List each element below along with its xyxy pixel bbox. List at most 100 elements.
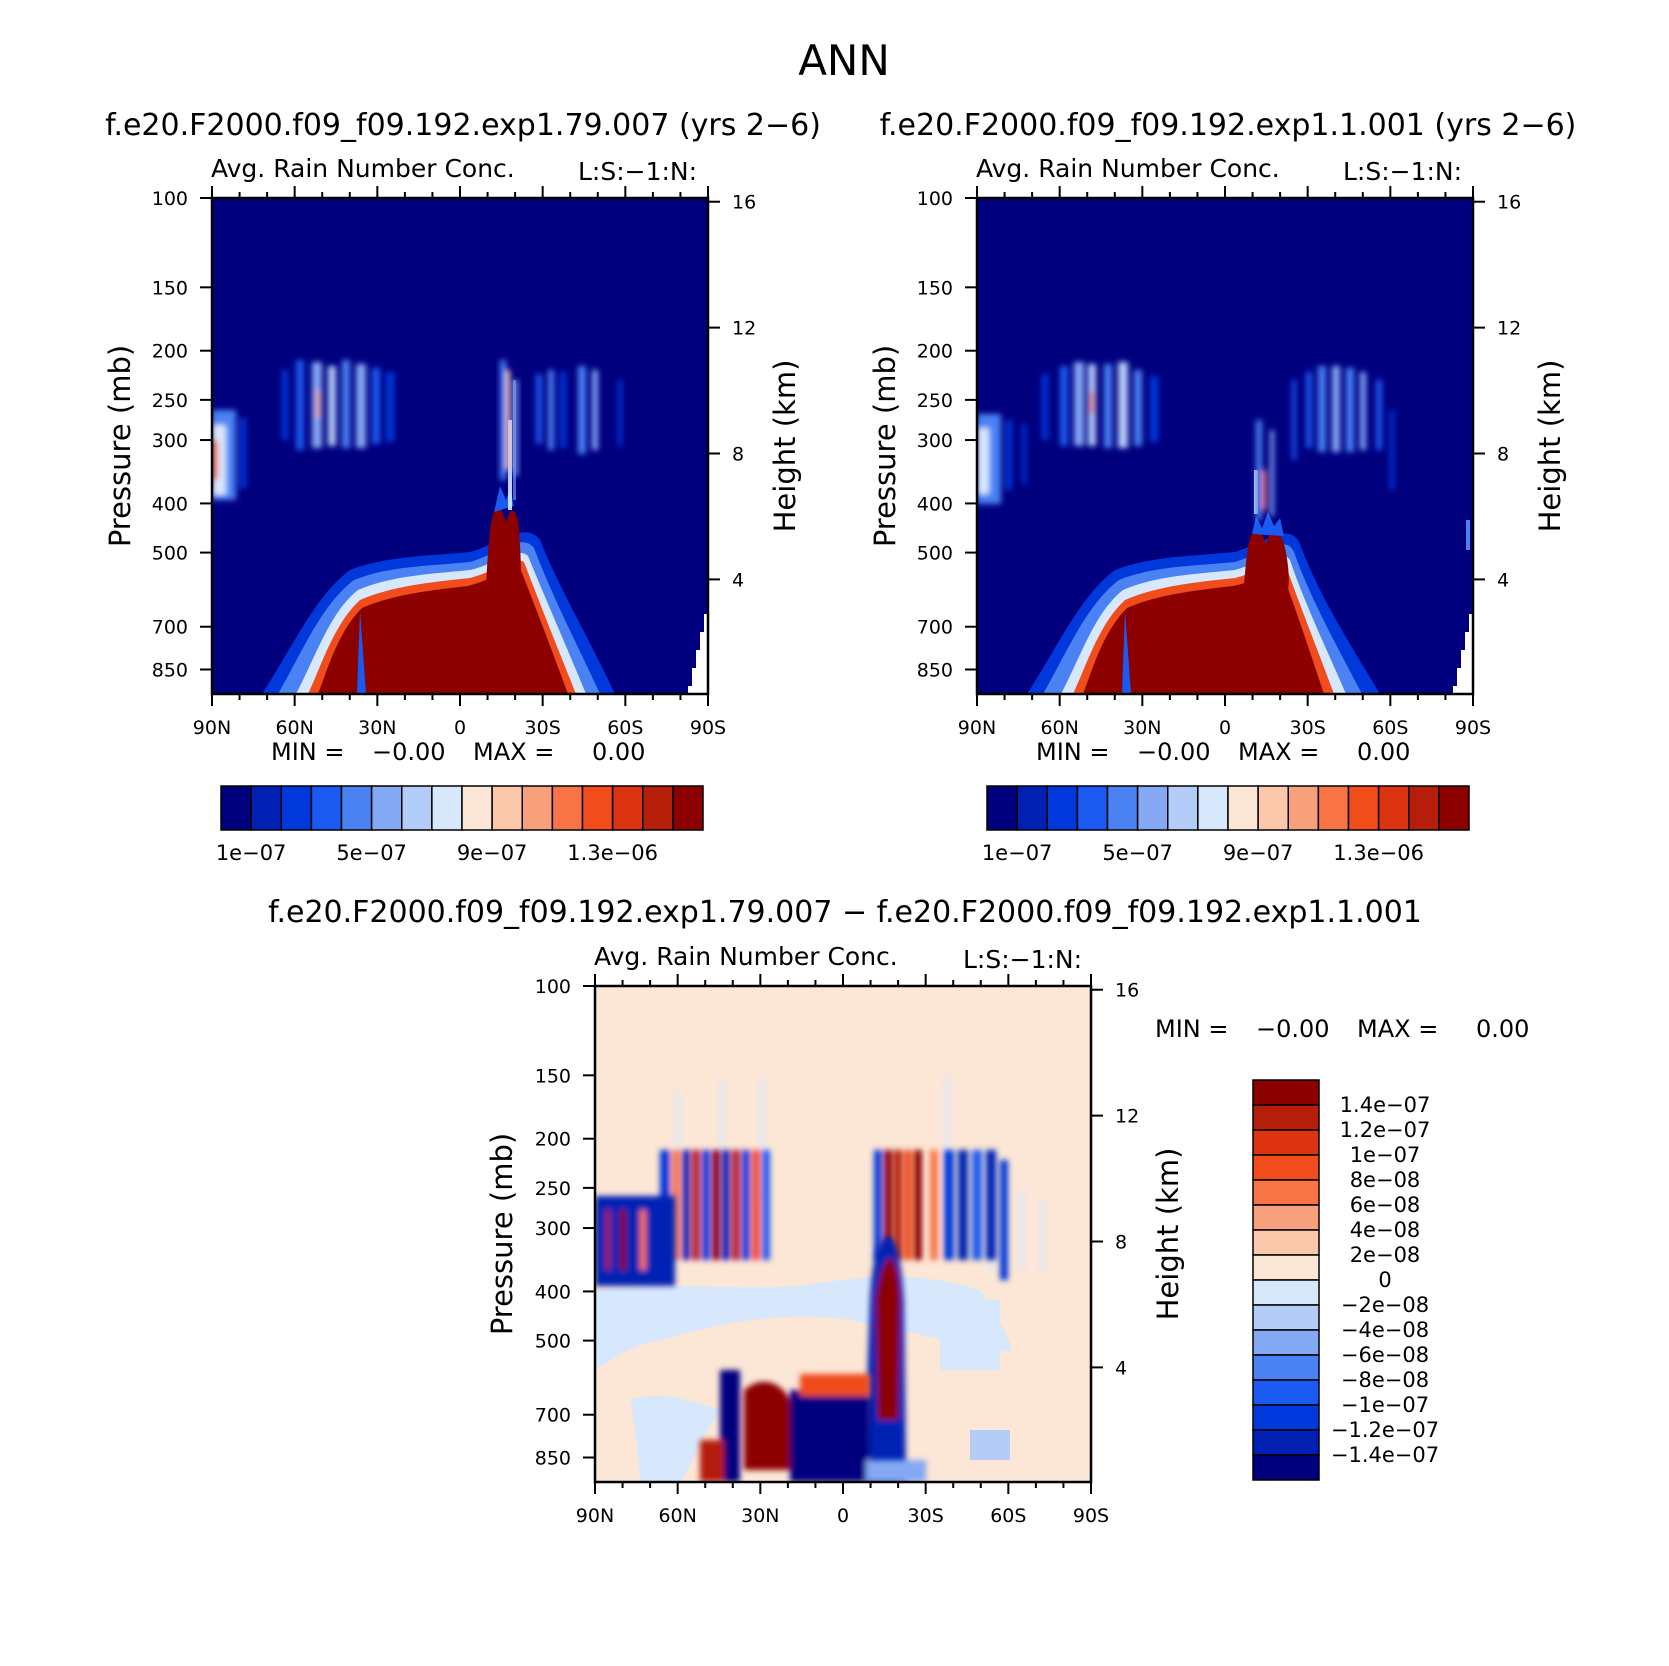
panel-a-min-value: −0.00 [372, 738, 446, 766]
panel-a-xtick-label: 60S [607, 717, 643, 739]
panel-a-ptick-label: 500 [152, 543, 188, 565]
panel-b-colorbar-swatch [1438, 785, 1470, 831]
panel-a-ptick-label: 200 [152, 341, 188, 363]
diff-colorbar-swatch [1252, 1129, 1320, 1156]
panel-b-ptick-label: 100 [917, 188, 953, 210]
panel-a-max-value: 0.00 [592, 738, 645, 766]
diff-ptick-label: 150 [535, 1065, 571, 1087]
diff-colorbar-swatch [1252, 1404, 1320, 1431]
diff-sh-dipoles [874, 1150, 1008, 1280]
panel-a-missing-data [688, 614, 708, 694]
diff-neg-band-lower [630, 1395, 720, 1482]
panel-a-ptick-label: 300 [152, 430, 188, 452]
panel-a-xtick-label: 90S [690, 717, 726, 739]
panel-a-ptick-label: 850 [152, 659, 188, 681]
panel-a-min-label: MIN = [271, 738, 344, 766]
panel-model-a: f.e20.F2000.f09_f09.192.exp1.79.007 (yrs… [103, 108, 821, 865]
panel-a-ptick-label: 150 [152, 277, 188, 299]
panel-b-ptick-label: 700 [917, 617, 953, 639]
diff-tropical-positive [864, 1236, 906, 1482]
panel-a-colorbar-label: 5e−07 [336, 841, 407, 865]
panel-a-colorbar-swatch [250, 785, 282, 831]
diff-colorbar-swatch [1252, 1379, 1320, 1406]
panel-a-tropical-tower [500, 360, 518, 480]
panel-b-colorbar-swatch [1347, 785, 1380, 831]
panel-b-var-title: Avg. Rain Number Conc. [976, 154, 1280, 183]
diff-htick-label: 12 [1115, 1106, 1139, 1128]
diff-xtick-label: 30N [741, 1505, 779, 1527]
diff-colorbar-label: −4e−08 [1341, 1318, 1429, 1342]
diff-ptick-label: 100 [535, 976, 571, 998]
panel-a-colorbar-label: 1e−07 [216, 841, 287, 865]
diff-colorbar-swatch [1252, 1279, 1320, 1306]
panel-a-ptick-label: 100 [152, 188, 188, 210]
diff-xtick-label: 0 [837, 1505, 849, 1527]
diff-colorbar-label: −1.2e−07 [1331, 1418, 1439, 1442]
panel-a-colorbar-label: 9e−07 [457, 841, 528, 865]
diff-colorbar-swatch [1252, 1229, 1320, 1256]
diff-colorbar-label: 1.2e−07 [1340, 1118, 1431, 1142]
panel-a-htick-label: 16 [732, 192, 756, 214]
panel-b-colorbar-swatch [1046, 785, 1079, 831]
diff-max-label: MAX = [1357, 1015, 1438, 1043]
diff-np-negative [595, 1196, 675, 1286]
diff-low-level [700, 1370, 926, 1482]
diff-colorbar-label: −1e−07 [1341, 1393, 1429, 1417]
diff-colorbar-label: 2e−08 [1350, 1243, 1421, 1267]
panel-b-field [977, 198, 1473, 694]
panel-b-colorbar-swatch [1016, 785, 1048, 831]
diff-ptick-label: 250 [535, 1178, 571, 1200]
panel-b-tag: L:S:−1:N: [1343, 157, 1462, 186]
diff-colorbar-label: −2e−08 [1341, 1293, 1429, 1317]
panel-a-ptick-label: 700 [152, 617, 188, 639]
panel-b-htick-label: 4 [1497, 569, 1509, 591]
diff-colorbar-swatch [1252, 1254, 1320, 1281]
diff-ptick-label: 200 [535, 1129, 571, 1151]
panel-b-missing-data [1453, 614, 1473, 694]
panel-b-xtick-label: 30N [1123, 717, 1161, 739]
diff-colorbar-label: −6e−08 [1341, 1343, 1429, 1367]
panel-b-colorbar-label: 5e−07 [1102, 841, 1173, 865]
panel-a-colorbar-swatch [401, 785, 433, 831]
panel-a-rain-body [262, 380, 615, 694]
diff-colorbar-swatch [1252, 1329, 1320, 1356]
panel-b-xtick-label: 90N [958, 717, 996, 739]
diff-ptick-label: 500 [535, 1331, 571, 1353]
panel-b-htick-label: 12 [1497, 318, 1521, 340]
diff-htick-label: 8 [1115, 1232, 1127, 1254]
panel-b-max-label: MAX = [1238, 738, 1319, 766]
panel-a-var-title: Avg. Rain Number Conc. [211, 154, 515, 183]
diff-min-value: −0.00 [1256, 1015, 1330, 1043]
panel-b-ptick-label: 300 [917, 430, 953, 452]
panel-b-colorbar: 1e−07 5e−07 9e−07 1.3e−06 [982, 785, 1470, 865]
panel-b-colorbar-label: 1e−07 [982, 841, 1053, 865]
panel-b-xtick-label: 0 [1219, 717, 1231, 739]
panel-a-htick-label: 12 [732, 318, 756, 340]
panel-b-ptick-label: 200 [917, 341, 953, 363]
diff-htick-label: 16 [1115, 980, 1139, 1002]
panel-a-colorbar-swatch [340, 785, 373, 831]
panel-a-sh-streaks [536, 366, 622, 454]
diff-min-label: MIN = [1155, 1015, 1228, 1043]
panel-b-ptick-label: 400 [917, 493, 953, 515]
diff-colorbar-label: 4e−08 [1350, 1218, 1421, 1242]
panel-a-ptick-label: 400 [152, 493, 188, 515]
panel-b-nh-streaks [1042, 362, 1158, 448]
diff-xtick-label: 60N [658, 1505, 696, 1527]
panel-b-xtick-label: 90S [1455, 717, 1491, 739]
diff-colorbar-label: 8e−08 [1350, 1168, 1421, 1192]
panel-a-xtick-label: 90N [193, 717, 231, 739]
diff-ptick-label: 300 [535, 1218, 571, 1240]
panel-b-ptick-label: 250 [917, 390, 953, 412]
panel-b-colorbar-swatch [1197, 785, 1229, 831]
panel-a-colorbar-swatch [280, 785, 313, 831]
diff-colorbar-label: 6e−08 [1350, 1193, 1421, 1217]
diff-max-value: 0.00 [1476, 1015, 1529, 1043]
diff-ylabel-right: Height (km) [1151, 1148, 1185, 1321]
panel-b-case-title: f.e20.F2000.f09_f09.192.exp1.1.001 (yrs … [880, 108, 1577, 143]
panel-b-xtick-label: 60S [1372, 717, 1408, 739]
panel-b-sh-streaks [1306, 366, 1394, 490]
diff-colorbar-swatch [1252, 1104, 1320, 1131]
panel-b-htick-label: 8 [1497, 444, 1509, 466]
diff-neg-patch-1 [940, 1300, 1000, 1370]
